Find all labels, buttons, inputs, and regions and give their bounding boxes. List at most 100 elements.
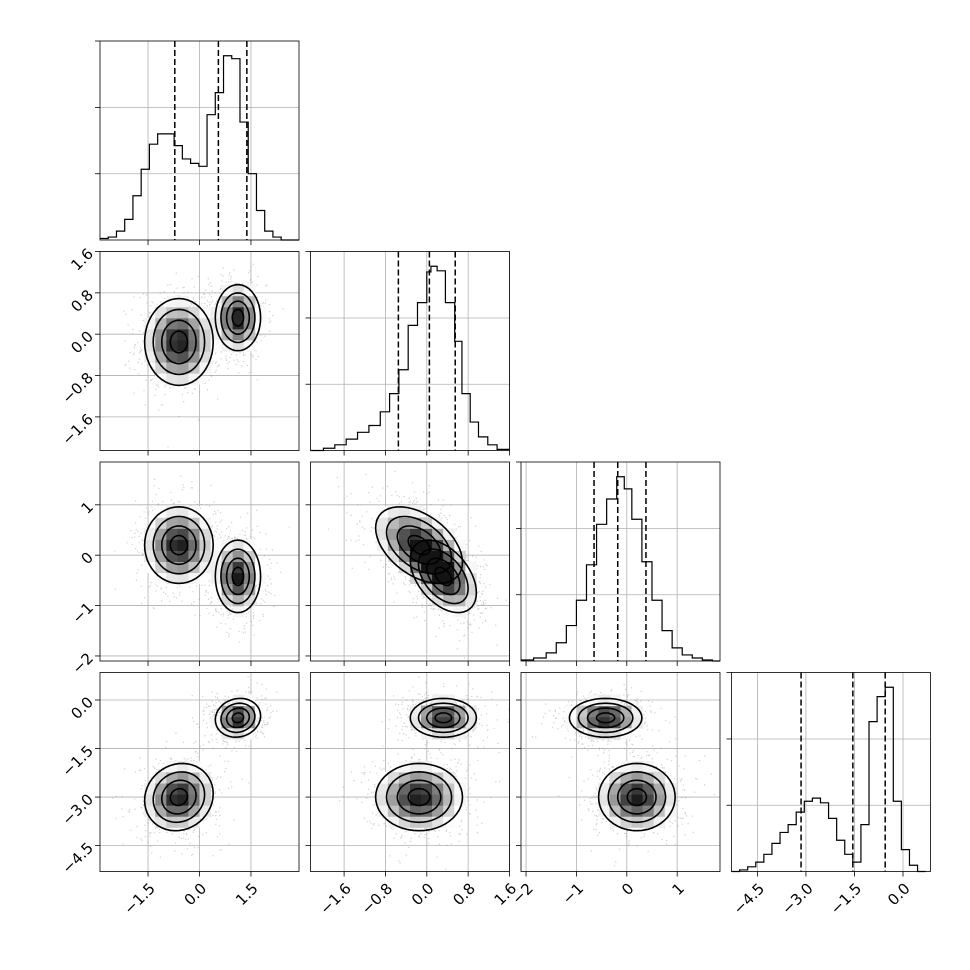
scatter-point	[172, 502, 175, 505]
scatter-point	[413, 617, 415, 619]
scatter-point	[468, 612, 471, 615]
scatter-point	[208, 301, 211, 303]
scatter-point	[191, 303, 193, 306]
density-cell	[232, 594, 245, 607]
scatter-point	[449, 514, 451, 516]
scatter-point	[155, 590, 157, 592]
scatter-point	[214, 535, 216, 537]
scatter-point	[438, 608, 440, 610]
scatter-point	[154, 478, 156, 481]
contour-line	[143, 297, 215, 387]
scatter-point	[224, 771, 226, 773]
scatter-point	[428, 485, 430, 487]
density-cell	[232, 317, 245, 330]
scatter-point	[179, 591, 181, 593]
scatter-point	[346, 495, 348, 497]
scatter-point	[242, 361, 245, 363]
scatter-point	[182, 287, 184, 289]
scatter-point	[478, 545, 480, 547]
scatter-point	[264, 302, 266, 304]
density-cell	[177, 295, 189, 308]
scatter-point	[153, 607, 155, 610]
scatter-point	[416, 616, 418, 618]
density-cell	[465, 561, 477, 574]
scatter-point	[151, 852, 153, 854]
scatter-point	[134, 808, 136, 810]
density-cell	[232, 605, 245, 618]
scatter-point	[146, 511, 149, 513]
scatter-point	[254, 339, 257, 342]
scatter-point	[146, 364, 149, 366]
scatter-point	[139, 757, 141, 759]
scatter-point	[411, 482, 414, 484]
density-cell	[188, 351, 200, 363]
density-cell	[243, 583, 256, 596]
scatter-point	[140, 532, 142, 534]
scatter-point	[247, 282, 249, 284]
scatter-point	[255, 556, 257, 558]
scatter-point	[202, 833, 204, 835]
scatter-point	[134, 343, 137, 345]
density-cell	[376, 539, 389, 551]
scatter-point	[209, 603, 211, 605]
scatter-point	[136, 836, 138, 838]
scatter-point	[139, 516, 141, 518]
scatter-point	[202, 820, 204, 822]
scatter-point	[143, 331, 145, 334]
scatter-point	[259, 531, 261, 533]
scatter-point	[212, 360, 214, 362]
scatter-point	[244, 531, 246, 533]
scatter-point	[465, 559, 467, 562]
density-cell	[210, 572, 223, 585]
scatter-point	[228, 361, 230, 363]
scatter-point	[184, 759, 187, 761]
scatter-point	[443, 625, 445, 627]
panel-frame	[99, 40, 300, 241]
scatter-point	[429, 595, 432, 598]
scatter-point	[218, 305, 221, 307]
scatter-point	[219, 731, 221, 734]
scatter-point	[234, 537, 236, 539]
scatter-point	[472, 555, 474, 557]
density-cell	[177, 517, 189, 529]
scatter-point	[393, 575, 395, 577]
scatter-point	[473, 614, 475, 616]
scatter-point	[141, 539, 143, 541]
scatter-point	[482, 602, 485, 604]
scatter-point	[164, 386, 166, 388]
scatter-point	[357, 504, 359, 506]
scatter-point	[386, 485, 389, 488]
density-cell	[398, 539, 411, 551]
scatter-point	[408, 497, 410, 499]
contour-line	[169, 534, 189, 556]
scatter-point	[262, 599, 265, 601]
scatter-point	[231, 786, 233, 788]
density-cell	[232, 339, 245, 352]
scatter-point	[454, 523, 456, 525]
scatter-point	[268, 311, 271, 313]
scatter-point	[208, 713, 210, 715]
scatter-point	[255, 359, 257, 361]
scatter-point	[218, 364, 220, 366]
scatter-point	[247, 271, 250, 274]
scatter-point	[232, 351, 234, 353]
scatter-point	[229, 356, 231, 358]
scatter-point	[212, 814, 214, 816]
scatter-point	[137, 530, 139, 533]
scatter-point	[194, 829, 196, 831]
scatter-point	[261, 302, 264, 305]
scatter-point	[142, 554, 144, 556]
panel-frame	[99, 461, 300, 662]
scatter-point	[256, 525, 258, 527]
scatter-point	[187, 829, 189, 831]
scatter-point	[165, 593, 167, 595]
density-cell	[421, 539, 433, 551]
scatter-point	[484, 568, 486, 571]
scatter-point	[222, 615, 224, 617]
scatter-point	[192, 853, 194, 855]
scatter-point	[252, 615, 255, 618]
scatter-point	[250, 621, 252, 623]
scatter-point	[144, 597, 146, 599]
scatter-point	[176, 287, 178, 289]
